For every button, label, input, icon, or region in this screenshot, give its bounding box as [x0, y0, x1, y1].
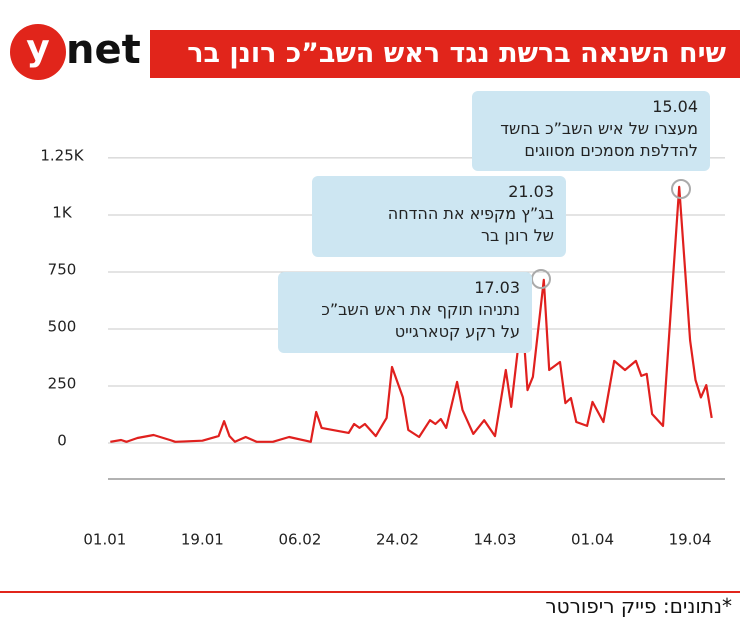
callout-line: של רונן בר — [480, 226, 554, 245]
y-tick-label: 1.25K — [40, 146, 84, 164]
y-tick-label: 250 — [48, 374, 77, 392]
callout-line: 15.04 — [652, 97, 698, 116]
x-tick-label: 19.01 — [181, 531, 224, 549]
y-tick-label: 500 — [48, 317, 77, 335]
logo-text: net — [66, 27, 141, 73]
callout: 17.03 נתניהו תוקף את ראש השב”כ על רקע קטאר… — [278, 272, 532, 353]
callout-line: על רקע קטארגייט — [394, 322, 520, 341]
highlight-ring — [531, 269, 551, 289]
callout-line: 17.03 — [474, 278, 520, 297]
callout: 15.04 מעצרו של איש השב”כ בחשד להדלפת מסמכי… — [472, 91, 710, 171]
logo-circle — [10, 24, 66, 80]
callout-line: 21.03 — [508, 182, 554, 201]
callout-line: להדלפת מסמכים מסווגים — [524, 141, 698, 160]
highlight-ring — [671, 179, 691, 199]
y-tick-label: 750 — [48, 260, 77, 278]
callout-line: נתניהו תוקף את ראש השב”כ — [321, 300, 520, 319]
x-tick-label: 06.02 — [278, 531, 321, 549]
x-tick-label: 01.01 — [83, 531, 126, 549]
x-tick-label: 14.03 — [474, 531, 517, 549]
source: *נתונים: פייק ריפורטר — [545, 594, 732, 618]
x-tick-label: 24.02 — [376, 531, 419, 549]
data-line — [110, 185, 713, 443]
chart-title: שיח השנאה ברשת נגד ראש השב”כ רונן בר — [150, 30, 740, 78]
callout-line: בג”ץ מקפיא את ההדחה — [387, 204, 554, 223]
footer-rule — [0, 591, 740, 593]
y-tick-label: 1K — [52, 203, 73, 221]
logo-y: y — [26, 28, 49, 69]
x-tick-label: 19.04 — [669, 531, 712, 549]
x-tick-label: 01.04 — [571, 531, 614, 549]
y-tick-label: 0 — [57, 431, 67, 449]
callout-line: מעצרו של איש השב”כ בחשד — [500, 119, 698, 138]
callout: 21.03 בג”ץ מקפיא את ההדחה של רונן בר — [312, 176, 566, 257]
